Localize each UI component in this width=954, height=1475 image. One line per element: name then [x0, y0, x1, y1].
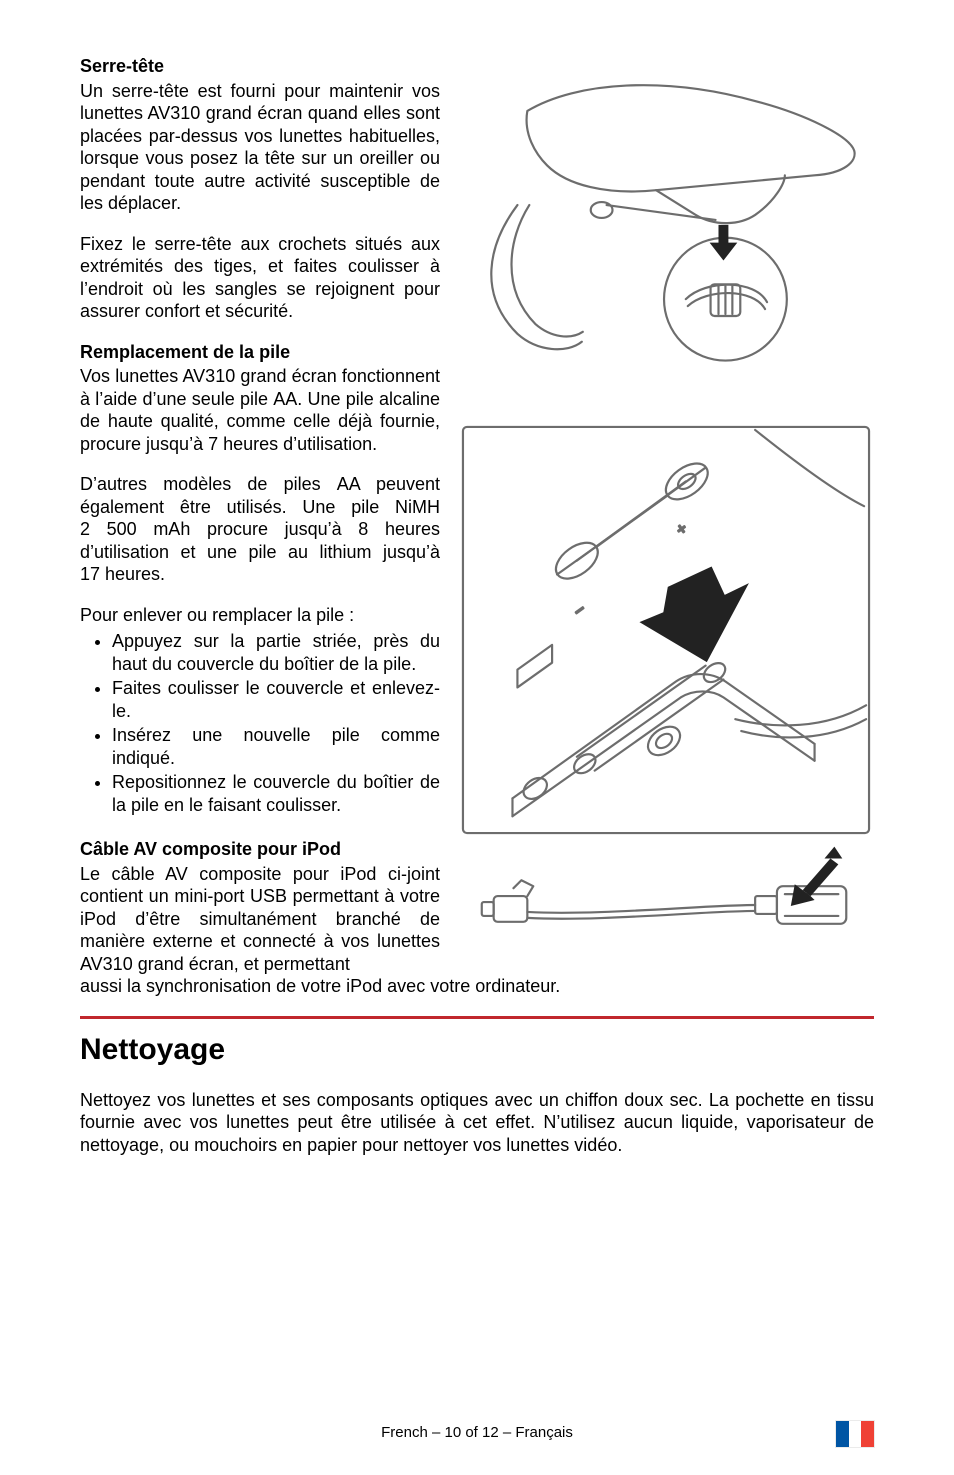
- cable-title: Câble AV composite pour iPod: [80, 838, 440, 861]
- serre-tete-p2: Fixez le serre-tête aux crochets situés …: [80, 233, 440, 323]
- pile-step-1: Appuyez sur la partie striée, près du ha…: [112, 630, 440, 675]
- pile-p3: Pour enlever ou remplacer la pile :: [80, 604, 440, 627]
- nettoyage-title: Nettoyage: [80, 1033, 874, 1067]
- nettoyage-p1: Nettoyez vos lunettes et ses composants …: [80, 1089, 874, 1157]
- svg-text:+: +: [673, 520, 690, 539]
- cable-p2: aussi la synchronisation de votre iPod a…: [80, 975, 874, 998]
- battery-illustration: + −: [458, 420, 874, 840]
- pile-step-4: Repositionnez le couvercle du boîtier de…: [112, 771, 440, 816]
- pile-step-3: Insérez une nouvelle pile comme indiqué.: [112, 724, 440, 769]
- serre-tete-title: Serre-tête: [80, 55, 440, 78]
- pile-p1: Vos lunettes AV310 grand écran fonctionn…: [80, 365, 440, 455]
- section-divider: [80, 1016, 874, 1019]
- pile-title: Remplacement de la pile: [80, 341, 440, 364]
- pile-step-2: Faites coulisser le couvercle et enlevez…: [112, 677, 440, 722]
- page-footer: French – 10 of 12 – Français: [0, 1424, 954, 1441]
- serre-tete-p1: Un serre-tête est fourni pour maintenir …: [80, 80, 440, 215]
- french-flag-icon: [836, 1421, 874, 1447]
- cable-illustration: [458, 838, 874, 966]
- pile-p2: D’autres modèles de piles AA peuvent éga…: [80, 473, 440, 586]
- svg-text:−: −: [569, 599, 589, 621]
- headband-illustration: [458, 55, 874, 365]
- pile-steps-list: Appuyez sur la partie striée, près du ha…: [80, 630, 440, 816]
- cable-p1: Le câble AV composite pour iPod ci-joint…: [80, 863, 440, 976]
